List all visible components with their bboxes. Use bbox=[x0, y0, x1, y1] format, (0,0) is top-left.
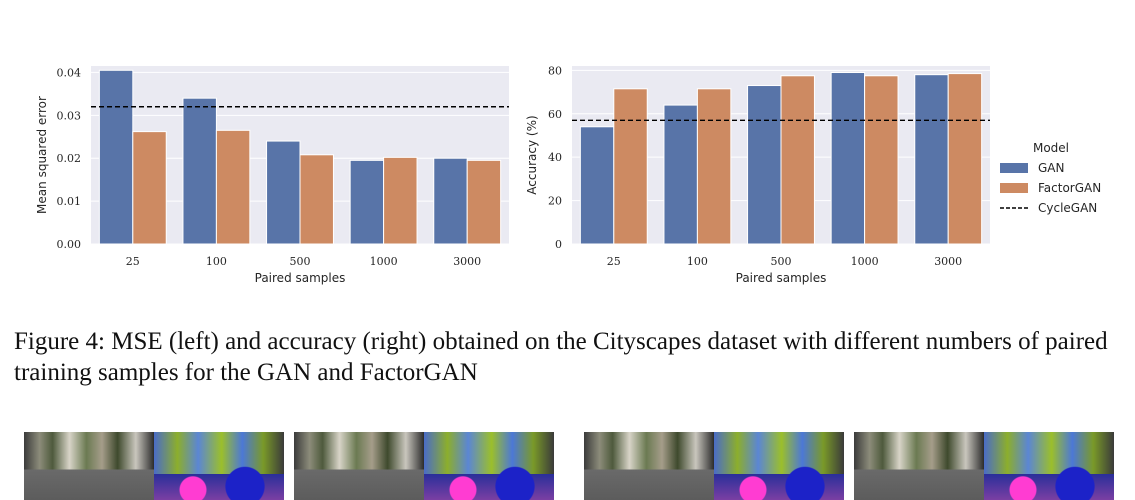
bar-factorgan bbox=[780, 75, 815, 245]
bar-gan bbox=[579, 126, 615, 245]
bar-factorgan bbox=[947, 73, 983, 245]
y-tick-label: 0.04 bbox=[57, 66, 82, 79]
bar-factorgan bbox=[613, 88, 648, 245]
x-tick-label: 100 bbox=[206, 255, 227, 268]
x-axis-label: Paired samples bbox=[736, 271, 827, 285]
bar-factorgan bbox=[864, 75, 899, 245]
x-axis-label: Paired samples bbox=[255, 271, 346, 285]
x-tick-label: 1000 bbox=[370, 255, 398, 268]
y-tick-label: 0.02 bbox=[57, 152, 82, 165]
x-tick-label: 25 bbox=[126, 255, 140, 268]
accuracy-chart: 0 20 40 60 80 25 100 500 1000 3000 Paired samples A… bbox=[525, 64, 990, 285]
y-tick-label: 60 bbox=[548, 108, 562, 121]
bar-gan bbox=[98, 69, 134, 245]
x-tick-label: 100 bbox=[687, 255, 708, 268]
bar-factorgan bbox=[383, 156, 418, 245]
sample-thumbnail bbox=[584, 432, 844, 500]
sample-thumbnail bbox=[24, 432, 284, 500]
y-tick-label: 40 bbox=[548, 151, 562, 164]
x-tick-label: 3000 bbox=[934, 255, 962, 268]
y-tick-label: 0.01 bbox=[57, 195, 82, 208]
x-tick-label: 3000 bbox=[453, 255, 481, 268]
sample-thumbnails bbox=[0, 432, 1135, 500]
y-tick-label: 80 bbox=[548, 64, 562, 77]
legend-label: GAN bbox=[1038, 161, 1064, 175]
bar-factorgan bbox=[132, 131, 167, 245]
bar-factorgan bbox=[466, 159, 502, 245]
x-tick-label: 500 bbox=[771, 255, 792, 268]
bar-factorgan bbox=[299, 154, 334, 245]
y-tick-label: 20 bbox=[548, 195, 562, 208]
bar-gan bbox=[663, 104, 698, 245]
bar-factorgan bbox=[215, 129, 251, 245]
bar-gan bbox=[747, 85, 782, 245]
sample-thumbnail bbox=[294, 432, 554, 500]
y-axis-label: Mean squared error bbox=[35, 96, 49, 214]
y-tick-label: 0.00 bbox=[57, 238, 82, 251]
legend-swatch bbox=[1000, 183, 1028, 193]
y-tick-label: 0 bbox=[555, 238, 562, 251]
legend-label: CycleGAN bbox=[1038, 201, 1097, 215]
x-tick-label: 500 bbox=[290, 255, 311, 268]
legend-label: FactorGAN bbox=[1038, 181, 1101, 195]
legend: Model GAN FactorGAN CycleGAN bbox=[1000, 141, 1101, 215]
bar-gan bbox=[349, 159, 385, 245]
bar-gan bbox=[830, 72, 866, 245]
x-tick-label: 1000 bbox=[851, 255, 879, 268]
legend-swatch bbox=[1000, 163, 1028, 173]
bar-gan bbox=[433, 157, 468, 245]
bar-factorgan bbox=[696, 88, 732, 245]
bar-gan bbox=[182, 97, 217, 245]
mse-chart: 0.00 0.01 0.02 0.03 0.04 25 100 500 1000 3000 Pair… bbox=[35, 66, 509, 285]
bar-gan bbox=[266, 140, 301, 245]
y-axis-label: Accuracy (%) bbox=[525, 115, 539, 194]
x-tick-label: 25 bbox=[607, 255, 621, 268]
y-tick-label: 0.03 bbox=[57, 109, 82, 122]
bar-gan bbox=[914, 74, 949, 245]
figure-caption: Figure 4: MSE (left) and accuracy (right… bbox=[14, 328, 1108, 386]
sample-thumbnail bbox=[854, 432, 1114, 500]
legend-title: Model bbox=[1033, 141, 1069, 155]
